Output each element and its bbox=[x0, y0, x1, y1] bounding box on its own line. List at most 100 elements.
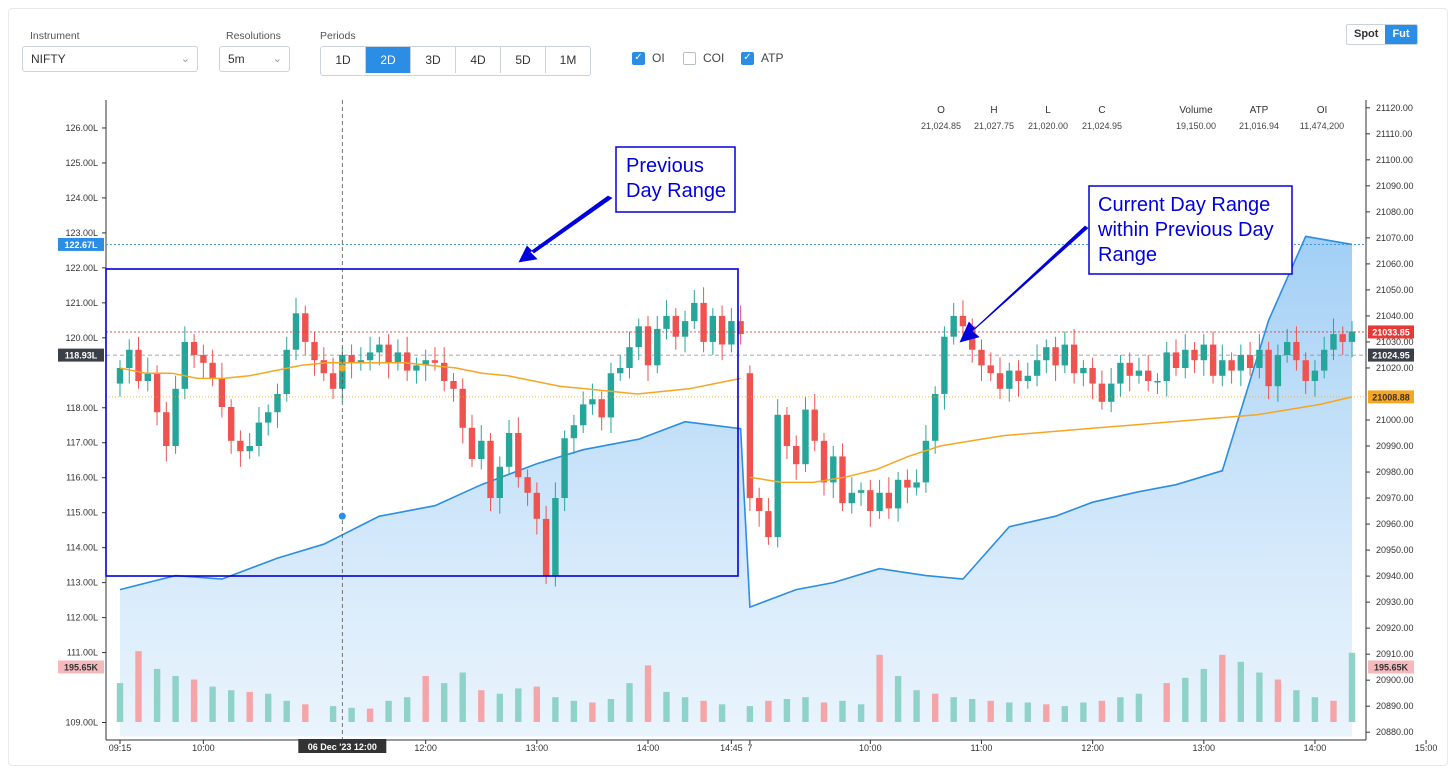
candle-body bbox=[181, 342, 188, 389]
right-axis-tick-label: 20990.00 bbox=[1376, 441, 1414, 451]
volume-bar bbox=[116, 683, 124, 722]
candle-body bbox=[1321, 349, 1328, 371]
ohlc-value: 21,020.00 bbox=[1028, 121, 1068, 131]
candle-body bbox=[1311, 370, 1319, 381]
period-1m-button[interactable]: 1M bbox=[546, 47, 590, 73]
candle-body bbox=[746, 373, 754, 499]
candle-body bbox=[246, 446, 253, 452]
volume-bar bbox=[515, 688, 522, 722]
oi-checkbox[interactable]: ✓ OI bbox=[632, 51, 665, 65]
volume-bar bbox=[283, 700, 290, 722]
volume-bar bbox=[644, 665, 652, 722]
candle-body bbox=[607, 373, 615, 418]
right-last-price-marker-label: 21033.85 bbox=[1372, 327, 1410, 337]
candle-body bbox=[1061, 344, 1068, 366]
volume-bar bbox=[950, 697, 957, 722]
right-axis-tick-label: 21070.00 bbox=[1376, 233, 1414, 243]
left-axis-tick-label: 122.00L bbox=[65, 263, 98, 273]
crosshair-atp-dot bbox=[338, 364, 346, 372]
chevron-down-icon: ⌄ bbox=[272, 53, 282, 65]
ohlc-header: H bbox=[990, 105, 997, 116]
candle-body bbox=[1182, 349, 1189, 368]
candle-body bbox=[691, 302, 698, 322]
candle-body bbox=[1302, 360, 1309, 381]
right-axis-tick-label: 20930.00 bbox=[1376, 597, 1414, 607]
left-oi-marker bbox=[58, 237, 104, 251]
instrument-select[interactable]: NIFTY ⌄ bbox=[22, 46, 198, 72]
volume-bar bbox=[1163, 683, 1170, 722]
candle-body bbox=[1339, 334, 1346, 342]
period-5d-button[interactable]: 5D bbox=[501, 47, 546, 73]
left-axis-tick-label: 114.00L bbox=[66, 543, 98, 553]
candle-body bbox=[904, 479, 911, 488]
candle-body bbox=[459, 388, 466, 428]
left-axis-tick-label: 125.00L bbox=[65, 158, 98, 168]
volume-bar bbox=[969, 699, 976, 722]
volume-bar bbox=[265, 693, 272, 722]
candle-body bbox=[876, 492, 883, 511]
volume-bar bbox=[1237, 661, 1244, 722]
volume-bar bbox=[700, 700, 707, 722]
right-axis-tick-label: 20970.00 bbox=[1376, 493, 1414, 503]
volume-bar bbox=[876, 654, 883, 722]
left-axis-tick-label: 126.00L bbox=[65, 123, 98, 133]
volume-bar bbox=[552, 697, 559, 722]
atp-checkbox[interactable]: ✓ ATP bbox=[741, 51, 783, 65]
candle-body bbox=[1070, 344, 1078, 374]
x-axis-tick-label: 14:00 bbox=[1304, 743, 1327, 753]
current-day-range-text: Current Day Range bbox=[1098, 194, 1270, 216]
candle-body bbox=[830, 456, 837, 483]
candle-body bbox=[561, 438, 568, 498]
previous-day-range-text: Previous bbox=[626, 155, 704, 177]
volume-bar bbox=[718, 704, 726, 722]
resolution-select[interactable]: 5m ⌄ bbox=[219, 46, 290, 72]
candle-body bbox=[1043, 347, 1050, 361]
candle-body bbox=[1246, 355, 1254, 368]
oi-line bbox=[119, 235, 1353, 609]
instrument-label: Instrument bbox=[30, 30, 80, 42]
volume-bar bbox=[385, 700, 392, 722]
right-axis-tick-label: 20960.00 bbox=[1376, 519, 1414, 529]
candle-body bbox=[1228, 360, 1235, 371]
candle-body bbox=[1237, 355, 1244, 371]
previous-day-range-text: Day Range bbox=[626, 180, 726, 202]
current-day-range-text: within Previous Day bbox=[1097, 219, 1274, 241]
candle-body bbox=[598, 399, 605, 418]
volume-bar bbox=[913, 690, 920, 722]
resolutions-label: Resolutions bbox=[226, 30, 281, 42]
candle-body bbox=[218, 378, 226, 407]
candle-body bbox=[1265, 349, 1272, 387]
candle-body bbox=[1080, 368, 1087, 374]
period-4d-button[interactable]: 4D bbox=[456, 47, 501, 73]
fut-button[interactable]: Fut bbox=[1385, 25, 1417, 44]
candle-body bbox=[478, 440, 485, 459]
left-axis-tick-label: 117.00L bbox=[66, 438, 98, 448]
x-axis-tick-label: 09:15 bbox=[109, 743, 132, 753]
spot-fut-toggle: Spot Fut bbox=[1346, 24, 1418, 45]
period-3d-button[interactable]: 3D bbox=[411, 47, 456, 73]
spot-button[interactable]: Spot bbox=[1354, 28, 1379, 40]
candle-body bbox=[255, 422, 263, 446]
candle-body bbox=[1024, 375, 1031, 381]
current-day-range-callout bbox=[1088, 185, 1293, 275]
volume-bar bbox=[1135, 693, 1143, 722]
left-axis-tick-label: 111.00L bbox=[67, 648, 98, 658]
checkmark-icon: ✓ bbox=[741, 51, 754, 65]
oi-area bbox=[120, 236, 1352, 737]
candle-body bbox=[1330, 334, 1337, 350]
period-2d-button[interactable]: 2D bbox=[366, 47, 411, 73]
volume-bar bbox=[570, 700, 578, 722]
candle-body bbox=[1117, 362, 1124, 384]
candle-body bbox=[1108, 383, 1115, 402]
volume-bar bbox=[228, 690, 235, 722]
volume-bar bbox=[681, 697, 689, 722]
volume-bar bbox=[246, 691, 253, 722]
candle-body bbox=[644, 326, 652, 366]
period-1d-button[interactable]: 1D bbox=[321, 47, 366, 73]
volume-bar bbox=[135, 651, 142, 722]
candle-body bbox=[978, 349, 985, 366]
candle-body bbox=[1172, 352, 1180, 368]
right-axis-tick-label: 21040.00 bbox=[1376, 311, 1414, 321]
coi-checkbox[interactable]: COI bbox=[683, 51, 724, 65]
